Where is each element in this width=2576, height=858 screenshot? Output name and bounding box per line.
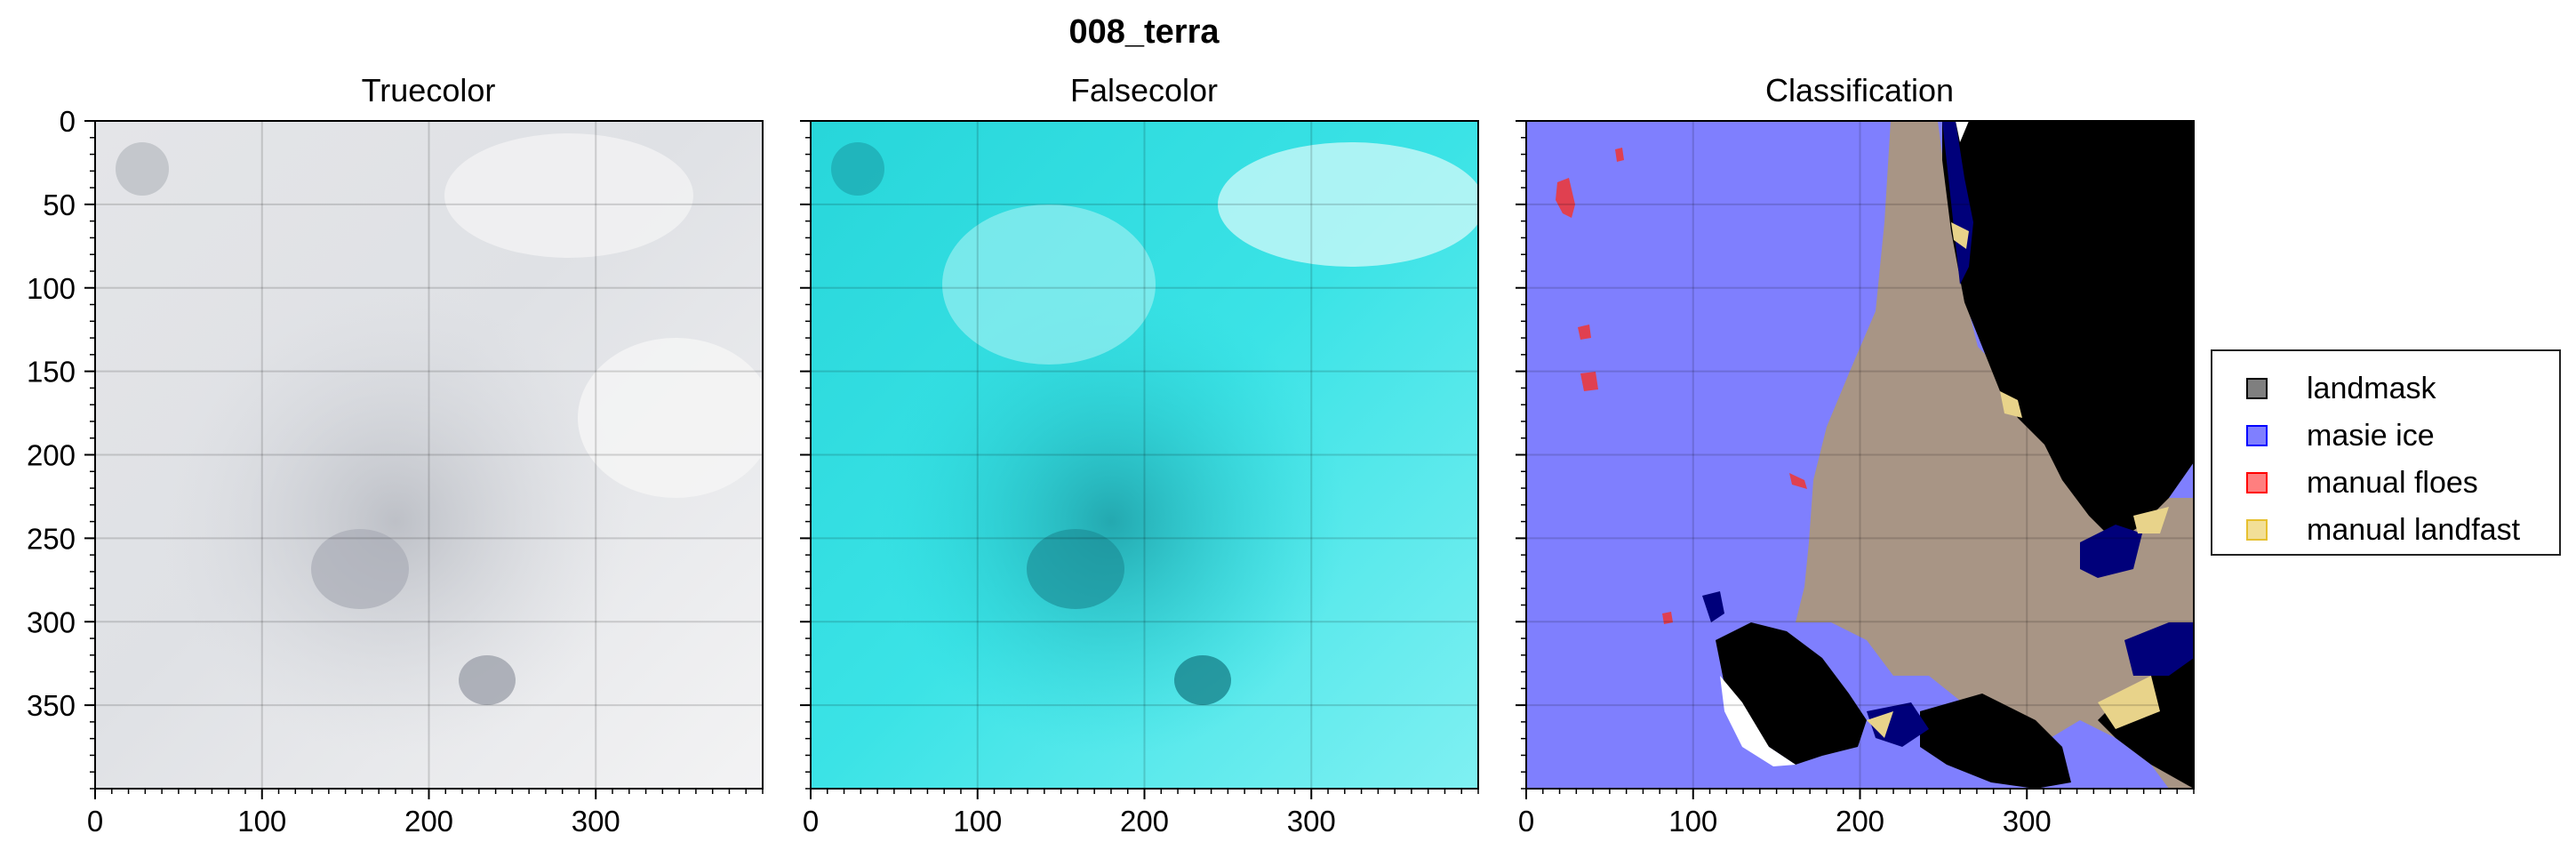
panel-title: Classification	[1765, 72, 1954, 108]
truecolor-dark-patch	[311, 529, 409, 609]
x-tick-label: 0	[1518, 805, 1534, 838]
class-landmask-region	[1942, 121, 2194, 542]
x-tick-label: 0	[803, 805, 819, 838]
axes-layer: 0 100 200 300 0 50 100 150 200 250 300 350 0 100 200 30…	[27, 105, 2195, 838]
y-tick-label: 250	[27, 522, 76, 555]
truecolor-dark-patch	[459, 655, 516, 705]
truecolor-dark-patch	[116, 142, 169, 196]
class-landfast-patch	[2133, 507, 2169, 533]
class-manual-floe	[1615, 148, 1624, 162]
legend-swatch-manual-floes	[2246, 472, 2268, 493]
class-landfast-patch	[1951, 222, 1969, 249]
class-white-nodata	[1956, 121, 1969, 142]
falsecolor-dark-patch	[1174, 655, 1231, 705]
class-manual-floe	[1556, 178, 1575, 218]
x-tick-label: 100	[237, 805, 286, 838]
class-manual-floe	[1789, 473, 1807, 489]
class-manual-floe	[1578, 325, 1591, 340]
truecolor-cloud-bright	[578, 338, 763, 498]
x-tick-label: 200	[1120, 805, 1169, 838]
y-tick-label: 50	[43, 188, 76, 221]
panel-classification: Classification	[1526, 72, 2194, 789]
x-tick-label: 300	[1287, 805, 1336, 838]
legend-label: masie ice	[2307, 418, 2435, 453]
class-landmask-region	[1920, 694, 2071, 789]
legend-item-landmask: landmask	[2246, 371, 2436, 406]
falsecolor-cloud-bright	[1218, 142, 1478, 267]
falsecolor-cloud-bright	[942, 204, 1156, 365]
class-landfast-region	[1796, 121, 2194, 789]
legend-item-masie-ice: masie ice	[2246, 418, 2435, 453]
class-landfast-patch	[2000, 391, 2022, 418]
y-tick-label: 300	[27, 605, 76, 638]
legend-label: manual landfast	[2307, 512, 2521, 547]
legend-swatch-landmask	[2246, 378, 2268, 399]
truecolor-cloud-bright	[444, 133, 693, 258]
x-tick-label: 0	[87, 805, 103, 838]
class-manual-floe	[1580, 372, 1598, 391]
figure-suptitle: 008_terra	[1068, 13, 1220, 51]
x-tick-label: 100	[953, 805, 1002, 838]
y-tick-label: 150	[27, 356, 76, 389]
y-tick-label: 200	[27, 439, 76, 472]
class-landfast-patch	[2098, 676, 2160, 729]
x-tick-label: 200	[1836, 805, 1884, 838]
legend-label: manual floes	[2307, 465, 2478, 500]
x-tick-label: 200	[404, 805, 453, 838]
x-tick-label: 300	[572, 805, 620, 838]
x-tick-label: 100	[1668, 805, 1717, 838]
legend-item-manual-floes: manual floes	[2246, 465, 2478, 501]
falsecolor-dark-patch	[1027, 529, 1124, 609]
panel-title: Truecolor	[362, 72, 496, 108]
y-tick-label: 350	[27, 689, 76, 722]
x-tick-label: 300	[2003, 805, 2052, 838]
class-masie-ice-dark	[2080, 525, 2142, 578]
class-masie-ice-dark	[1702, 591, 1724, 622]
legend-label: landmask	[2307, 371, 2436, 405]
legend-item-manual-landfast: manual landfast	[2246, 512, 2520, 548]
y-tick-label: 0	[60, 105, 76, 138]
legend: landmask masie ice manual floes manual l…	[2211, 349, 2561, 556]
class-landmask-region	[1716, 622, 1867, 765]
legend-swatch-masie-ice	[2246, 425, 2268, 446]
panel-truecolor: Truecolor	[95, 72, 763, 789]
panel-title: Falsecolor	[1070, 72, 1218, 108]
class-manual-floe	[1662, 612, 1673, 624]
class-landfast-patch	[1867, 711, 1893, 738]
panel-falsecolor: Falsecolor	[811, 72, 1478, 789]
class-masie-ice-dark	[2124, 622, 2194, 676]
y-tick-label: 100	[27, 272, 76, 305]
class-white-nodata	[1720, 676, 1796, 766]
legend-swatch-manual-landfast	[2246, 519, 2268, 541]
falsecolor-dark-patch	[831, 142, 884, 196]
